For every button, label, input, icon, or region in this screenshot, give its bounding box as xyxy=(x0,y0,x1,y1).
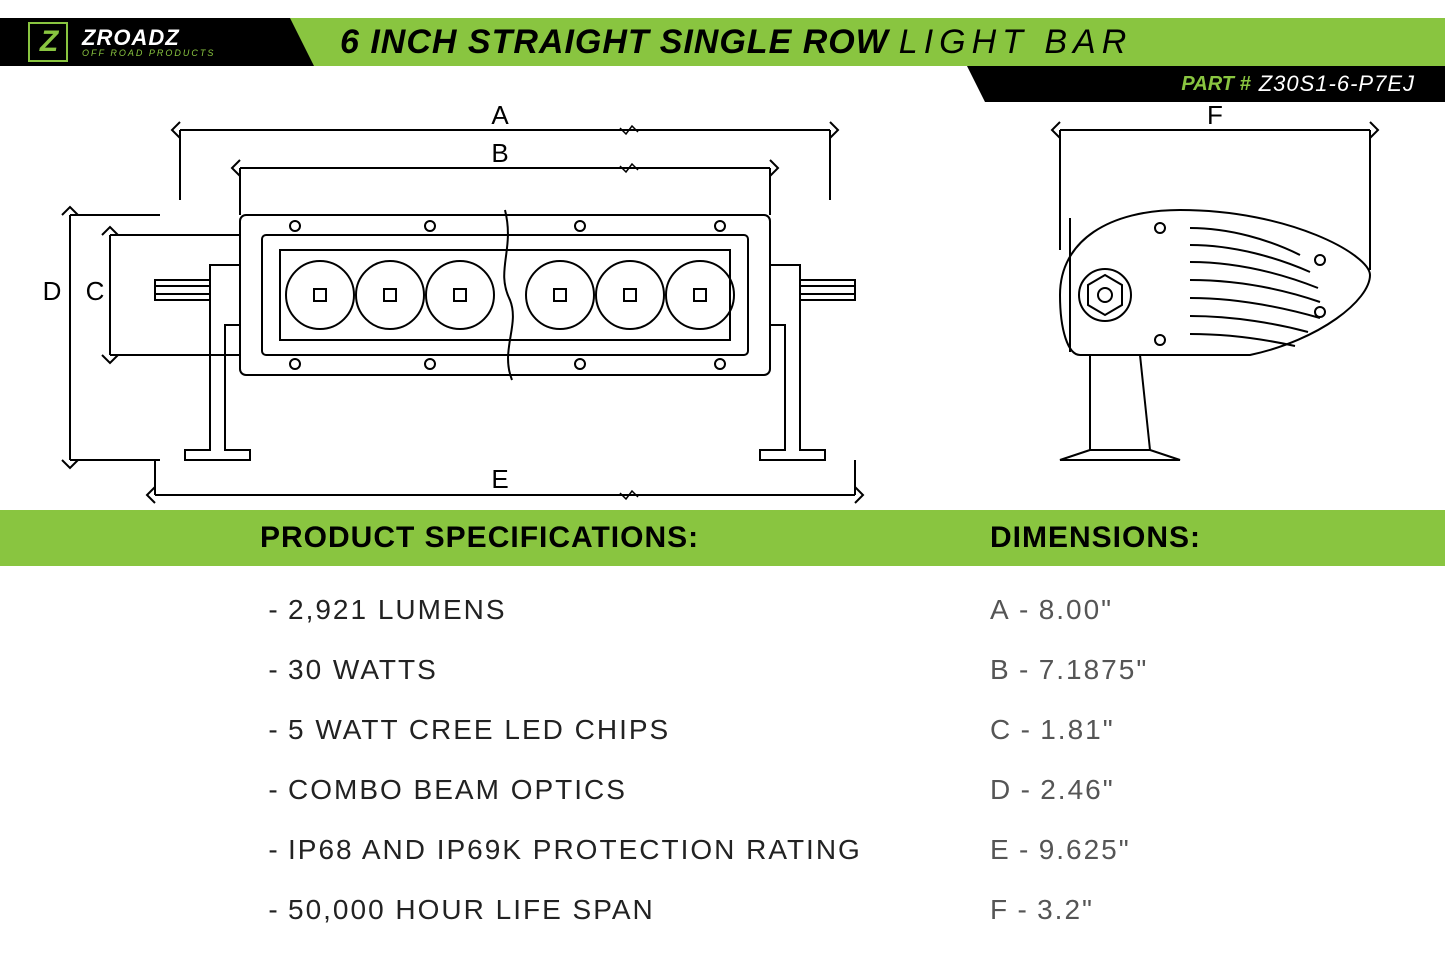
dimension-row: F-3.2" xyxy=(990,880,1405,940)
svg-text:E: E xyxy=(491,464,508,494)
spec-item: -30 WATTS xyxy=(260,640,980,700)
part-label: PART # xyxy=(1181,73,1250,96)
spec-item: -COMBO BEAM OPTICS xyxy=(260,760,980,820)
product-title: 6 INCH STRAIGHT SINGLE ROW LIGHT BAR xyxy=(290,18,1445,66)
header-bar: Z ZROADZ OFF ROAD PRODUCTS 6 INCH STRAIG… xyxy=(0,18,1445,66)
svg-text:D: D xyxy=(43,276,62,306)
technical-diagram: A B xyxy=(0,100,1445,510)
specs-area: -2,921 LUMENS -30 WATTS -5 WATT CREE LED… xyxy=(260,580,1405,940)
dimensions-column: A-8.00" B-7.1875" C-1.81" D-2.46" E-9.62… xyxy=(980,580,1405,940)
svg-text:A: A xyxy=(491,100,509,130)
brand-name: ZROADZ xyxy=(82,27,215,49)
svg-text:C: C xyxy=(86,276,105,306)
dimension-row: C-1.81" xyxy=(990,700,1405,760)
logo-mark: Z xyxy=(28,22,68,62)
brand-logo-block: Z ZROADZ OFF ROAD PRODUCTS xyxy=(0,18,290,66)
dims-heading: DIMENSIONS: xyxy=(990,521,1201,555)
section-separator: PRODUCT SPECIFICATIONS: DIMENSIONS: xyxy=(0,510,1445,566)
spec-item: -2,921 LUMENS xyxy=(260,580,980,640)
part-number-bar: PART # Z30S1-6-P7EJ xyxy=(985,66,1445,102)
svg-text:F: F xyxy=(1207,100,1223,130)
title-segment-3: LIGHT BAR xyxy=(899,23,1132,62)
title-segment-1: 6 INCH STRAIGHT xyxy=(340,23,650,62)
title-segment-2: SINGLE ROW xyxy=(660,23,889,62)
specs-column: -2,921 LUMENS -30 WATTS -5 WATT CREE LED… xyxy=(260,580,980,940)
spec-item: -5 WATT CREE LED CHIPS xyxy=(260,700,980,760)
svg-text:B: B xyxy=(491,138,508,168)
spec-item: -50,000 HOUR LIFE SPAN xyxy=(260,880,980,940)
dimension-row: E-9.625" xyxy=(990,820,1405,880)
dimension-row: D-2.46" xyxy=(990,760,1405,820)
part-number: Z30S1-6-P7EJ xyxy=(1259,71,1415,97)
dimension-row: A-8.00" xyxy=(990,580,1405,640)
spec-item: -IP68 AND IP69K PROTECTION RATING xyxy=(260,820,980,880)
dimension-row: B-7.1875" xyxy=(990,640,1405,700)
specs-heading: PRODUCT SPECIFICATIONS: xyxy=(260,521,699,555)
brand-subtitle: OFF ROAD PRODUCTS xyxy=(82,49,215,58)
logo-text: ZROADZ OFF ROAD PRODUCTS xyxy=(82,27,215,58)
